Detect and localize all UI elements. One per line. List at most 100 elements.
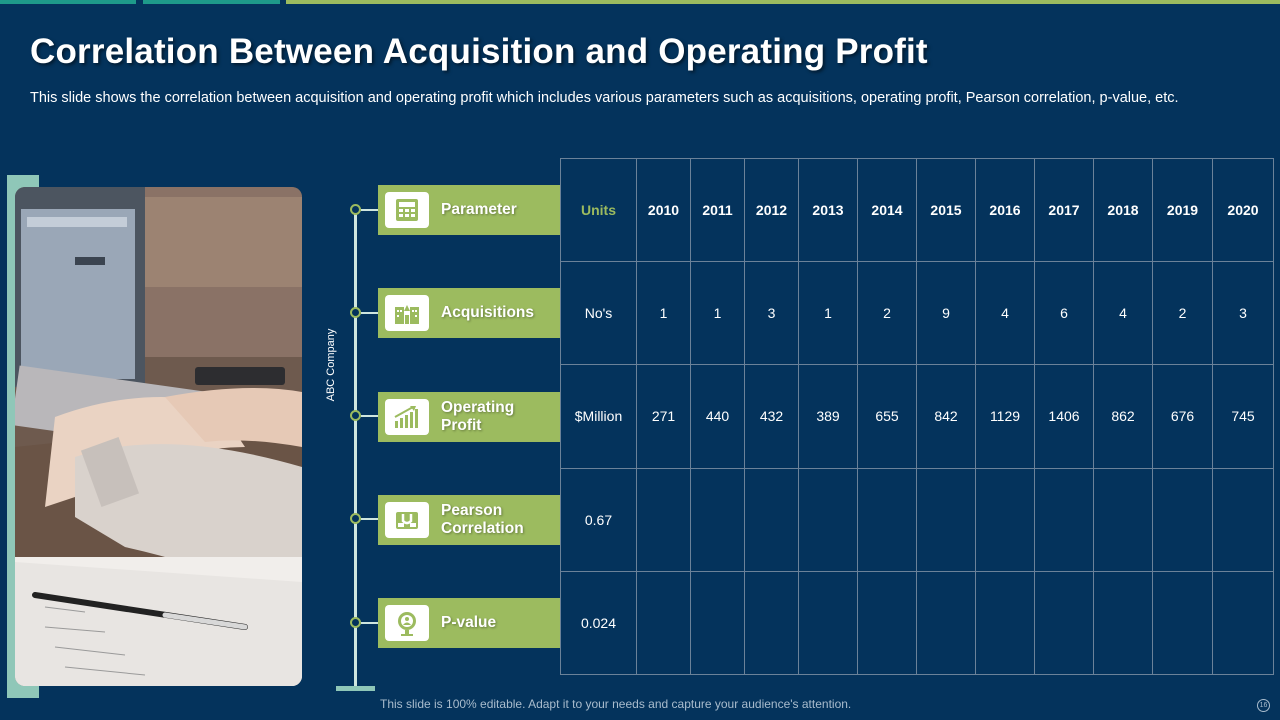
operating-profit-label-box: Operating Profit [378, 392, 561, 442]
buildings-icon [385, 295, 429, 331]
acquisitions-label: Acquisitions [441, 304, 535, 321]
value-cell [975, 570, 1035, 676]
value-cell [857, 570, 917, 676]
value-cell [1034, 467, 1094, 572]
table-header-row: Units 2010 2011 2012 2013 2014 2015 2016… [560, 157, 1274, 263]
value-cell: 4 [1093, 261, 1153, 366]
year-header: 2011 [690, 157, 745, 263]
top-accent-bar-2 [143, 0, 280, 4]
p-value-label-box: P-value [378, 598, 561, 648]
year-header: 2020 [1212, 157, 1274, 263]
year-header: 2013 [798, 157, 858, 263]
year-header: 2017 [1034, 157, 1094, 263]
value-cell: 2 [1152, 261, 1213, 366]
value-cell [1212, 467, 1274, 572]
timeline-node [350, 307, 361, 318]
value-cell [636, 467, 691, 572]
year-header: 2018 [1093, 157, 1153, 263]
year-header: 2015 [916, 157, 976, 263]
timeline-connector [361, 312, 378, 314]
value-cell: 1129 [975, 364, 1035, 469]
value-cell: 862 [1093, 364, 1153, 469]
unit-cell: No's [560, 261, 637, 366]
value-cell: 2 [857, 261, 917, 366]
value-cell [636, 570, 691, 676]
acquisitions-label-box: Acquisitions [378, 288, 561, 338]
value-cell: 389 [798, 364, 858, 469]
value-cell [798, 570, 858, 676]
value-cell: 655 [857, 364, 917, 469]
p-value-label: P-value [441, 614, 497, 631]
year-header: 2014 [857, 157, 917, 263]
value-cell [975, 467, 1035, 572]
slide-title: Correlation Between Acquisition and Oper… [30, 32, 928, 71]
table-row-p-value: 0.024 [560, 570, 1274, 676]
unit-cell: 0.024 [560, 570, 637, 676]
value-cell [916, 467, 976, 572]
timeline-connector [361, 209, 378, 211]
pearson-correlation-label-box: Pearson Correlation [378, 495, 561, 545]
timeline-node [350, 410, 361, 421]
value-cell [744, 570, 799, 676]
value-cell: 440 [690, 364, 745, 469]
magnifier-user-icon [385, 605, 429, 641]
timeline-connector [361, 415, 378, 417]
table-row-acquisitions: No's 1 1 3 1 2 9 4 6 4 2 3 [560, 261, 1274, 366]
value-cell [1034, 570, 1094, 676]
value-cell [1093, 467, 1153, 572]
timeline-node [350, 204, 361, 215]
data-table: Units 2010 2011 2012 2013 2014 2015 2016… [560, 157, 1274, 676]
value-cell [1093, 570, 1153, 676]
value-cell: 3 [744, 261, 799, 366]
units-header: Units [560, 157, 637, 263]
timeline-line [354, 208, 357, 688]
value-cell: 1 [636, 261, 691, 366]
value-cell: 1406 [1034, 364, 1094, 469]
value-cell: 3 [1212, 261, 1274, 366]
table-row-operating-profit: $Million 271 440 432 389 655 842 1129 14… [560, 364, 1274, 469]
value-cell: 1 [798, 261, 858, 366]
value-cell: 432 [744, 364, 799, 469]
calculator-icon [385, 192, 429, 228]
unit-cell: $Million [560, 364, 637, 469]
footer-note: This slide is 100% editable. Adapt it to… [380, 697, 852, 711]
value-cell: 1 [690, 261, 745, 366]
value-cell [857, 467, 917, 572]
top-accent-bar-1 [0, 0, 136, 4]
value-cell [798, 467, 858, 572]
magnet-icon [385, 502, 429, 538]
value-cell: 4 [975, 261, 1035, 366]
year-header: 2016 [975, 157, 1035, 263]
year-header: 2010 [636, 157, 691, 263]
slide-subtitle: This slide shows the correlation between… [30, 90, 1179, 106]
timeline-node [350, 513, 361, 524]
company-label: ABC Company [325, 328, 337, 402]
value-cell: 745 [1212, 364, 1274, 469]
value-cell: 6 [1034, 261, 1094, 366]
value-cell [690, 570, 745, 676]
table-row-pearson: 0.67 [560, 467, 1274, 572]
value-cell [916, 570, 976, 676]
value-cell [744, 467, 799, 572]
value-cell: 9 [916, 261, 976, 366]
growth-chart-icon [385, 399, 429, 435]
parameter-label-box: Parameter [378, 185, 561, 235]
unit-cell: 0.67 [560, 467, 637, 572]
pearson-correlation-label: Pearson Correlation [441, 502, 524, 537]
value-cell [690, 467, 745, 572]
value-cell [1212, 570, 1274, 676]
timeline-connector [361, 622, 378, 624]
year-header: 2019 [1152, 157, 1213, 263]
value-cell [1152, 570, 1213, 676]
value-cell [1152, 467, 1213, 572]
value-cell: 676 [1152, 364, 1213, 469]
timeline-base [336, 686, 375, 691]
timeline-connector [361, 518, 378, 520]
top-accent-bar-3 [286, 0, 1280, 4]
laptop-photo [15, 187, 302, 686]
year-header: 2012 [744, 157, 799, 263]
value-cell: 271 [636, 364, 691, 469]
page-number: 16 [1257, 699, 1270, 712]
value-cell: 842 [916, 364, 976, 469]
parameter-label: Parameter [441, 201, 517, 218]
